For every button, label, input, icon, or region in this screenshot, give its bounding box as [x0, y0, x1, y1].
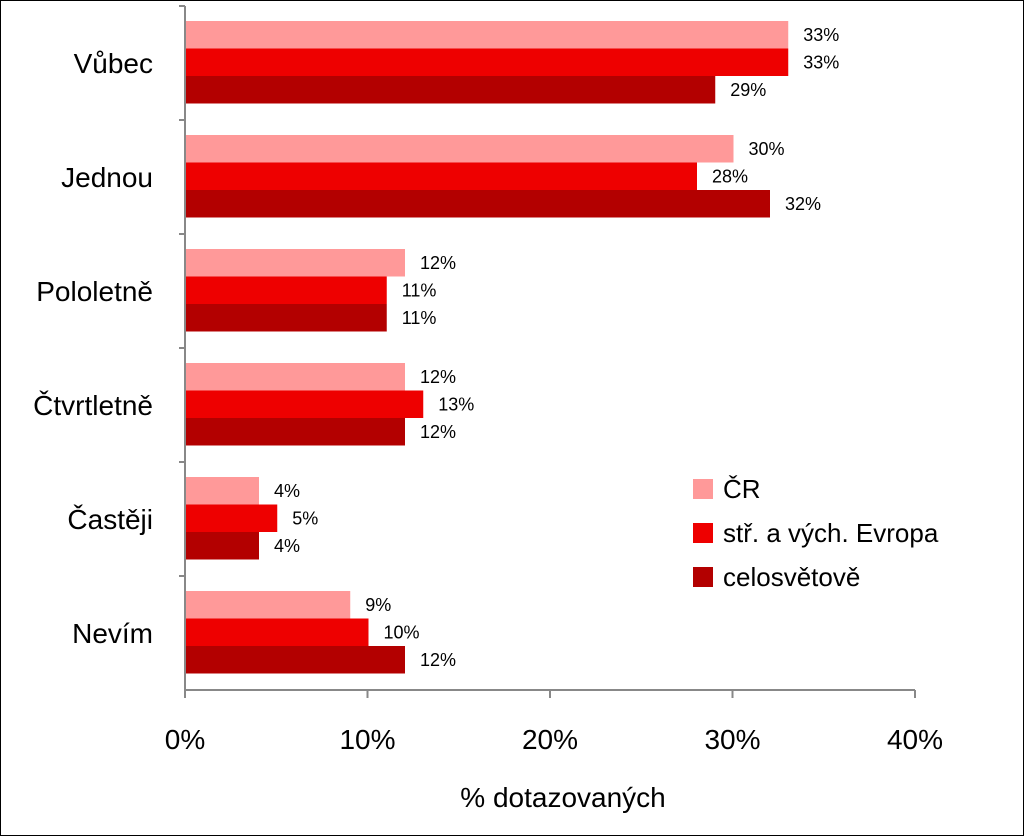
- data-label: 12%: [420, 367, 456, 387]
- data-label: 30%: [749, 139, 785, 159]
- category-label: Jednou: [61, 162, 153, 193]
- bar: [186, 135, 734, 163]
- bar: [186, 390, 424, 418]
- data-label: 11%: [402, 280, 437, 300]
- data-label: 33%: [803, 52, 839, 72]
- data-label: 5%: [292, 508, 318, 528]
- data-label: 10%: [384, 622, 420, 642]
- data-label: 12%: [420, 650, 456, 670]
- bar: [186, 477, 259, 505]
- x-axis-title: % dotazovaných: [460, 782, 665, 813]
- bar: [186, 532, 259, 560]
- legend-swatch: [693, 523, 713, 543]
- legend: ČR stř. a vých. Evropa celosvětově: [693, 474, 939, 592]
- legend-swatch: [693, 479, 713, 499]
- bar: [186, 646, 405, 674]
- bar: [186, 304, 387, 332]
- bar: [186, 249, 405, 277]
- bar: [186, 504, 278, 532]
- bar: [186, 591, 351, 619]
- legend-swatch: [693, 567, 713, 587]
- x-tick-label: 20%: [522, 724, 578, 755]
- category-label: Čtvrtletně: [33, 390, 153, 421]
- category-label: Nevím: [72, 618, 153, 649]
- category-labels: Vůbec Jednou Pololetně Čtvrtletně Častěji Nev…: [33, 48, 153, 649]
- x-tick-label: 10%: [339, 724, 395, 755]
- data-label: 12%: [420, 253, 456, 273]
- axis-layer: [179, 5, 916, 698]
- data-label: 4%: [274, 481, 300, 501]
- bar: [186, 76, 716, 104]
- data-label: 29%: [730, 80, 766, 100]
- x-tick-label: 40%: [887, 724, 943, 755]
- legend-label: stř. a vých. Evropa: [723, 518, 939, 548]
- x-tick-label: 30%: [704, 724, 760, 755]
- legend-label: celosvětově: [723, 562, 860, 592]
- bar: [186, 618, 369, 646]
- data-label: 11%: [402, 308, 437, 328]
- category-label: Pololetně: [36, 276, 153, 307]
- legend-label: ČR: [723, 474, 761, 504]
- bars-layer: [186, 21, 789, 674]
- bar: [186, 21, 789, 49]
- bar: [186, 363, 405, 391]
- data-label: 32%: [785, 194, 821, 214]
- data-labels-layer: 33% 33% 29% 30%28% 32% 12% 11% 11% 12% 13% 12% 4% 5%…: [274, 25, 839, 670]
- category-label: Vůbec: [74, 48, 153, 79]
- bar: [186, 418, 405, 446]
- data-label: 13%: [438, 394, 474, 414]
- data-label: 28%: [712, 166, 748, 186]
- bar: [186, 276, 387, 304]
- bar: [186, 48, 789, 76]
- data-label: 33%: [803, 25, 839, 45]
- data-label: 12%: [420, 422, 456, 442]
- x-tick-label: 0%: [165, 724, 205, 755]
- category-label: Častěji: [67, 504, 153, 535]
- bar: [186, 162, 697, 190]
- bar: [186, 190, 770, 218]
- data-label: 4%: [274, 536, 300, 556]
- data-label: 9%: [365, 595, 391, 615]
- x-tick-labels: 0% 10% 20% 30% 40%: [165, 724, 943, 755]
